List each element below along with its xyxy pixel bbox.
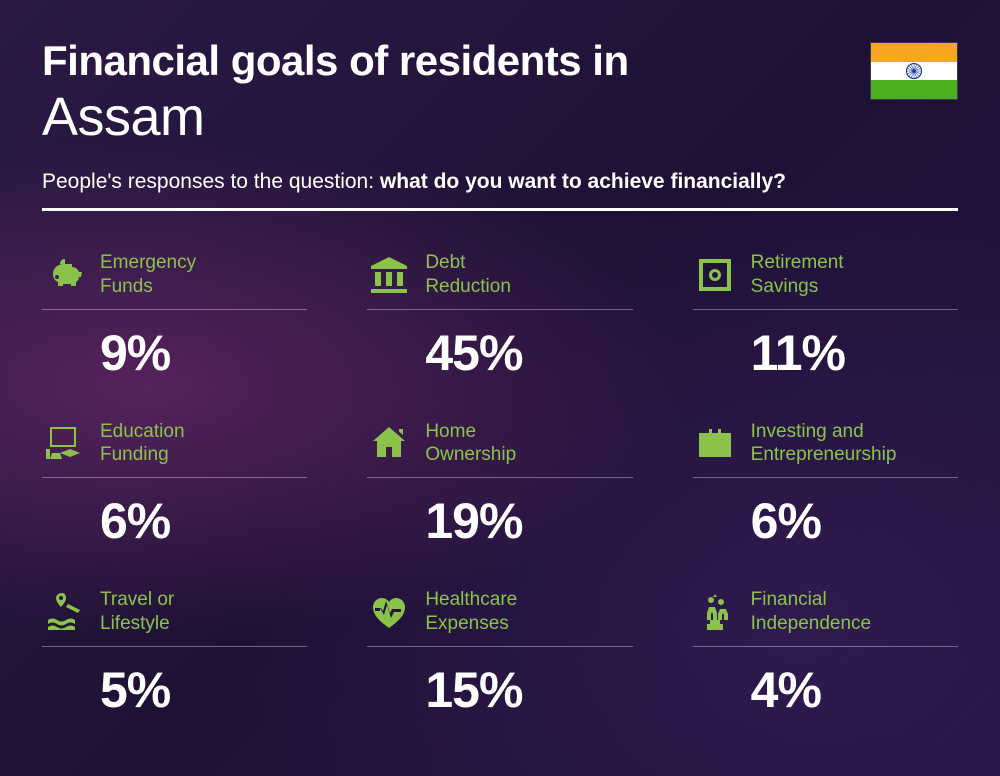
piggy-icon: [42, 253, 86, 297]
goal-label: Travel orLifestyle: [100, 588, 174, 636]
goal-value: 4%: [693, 661, 958, 719]
goal-card-head: HomeOwnership: [367, 420, 632, 479]
goal-value: 9%: [42, 324, 307, 382]
goal-card: HealthcareExpenses 15%: [367, 588, 632, 719]
goal-label-line2: Funding: [100, 443, 185, 467]
goal-label-line2: Expenses: [425, 612, 517, 636]
goal-label-line2: Lifestyle: [100, 612, 174, 636]
flag-stripe-bottom: [871, 80, 957, 99]
goal-value: 15%: [367, 661, 632, 719]
goal-card: EmergencyFunds 9%: [42, 251, 307, 382]
subtitle-lead: People's responses to the question:: [42, 170, 380, 193]
goal-card-head: Travel orLifestyle: [42, 588, 307, 647]
travel-icon: [42, 590, 86, 634]
goals-grid: EmergencyFunds 9% DebtReduction 45% Retireme…: [42, 251, 958, 719]
goal-value: 6%: [693, 492, 958, 550]
goal-card-head: HealthcareExpenses: [367, 588, 632, 647]
education-icon: [42, 421, 86, 465]
india-flag-icon: [870, 42, 958, 100]
goal-value: 11%: [693, 324, 958, 382]
safe-icon: [693, 253, 737, 297]
goal-label-line2: Funds: [100, 275, 196, 299]
goal-label: RetirementSavings: [751, 251, 844, 299]
goal-value: 6%: [42, 492, 307, 550]
chakra-icon: [905, 62, 923, 80]
goal-label-line1: Investing and: [751, 420, 897, 444]
goal-card: DebtReduction 45%: [367, 251, 632, 382]
goal-card: RetirementSavings 11%: [693, 251, 958, 382]
goal-label-line1: Healthcare: [425, 588, 517, 612]
goal-value: 45%: [367, 324, 632, 382]
goal-value: 19%: [367, 492, 632, 550]
goal-label: FinancialIndependence: [751, 588, 871, 636]
goal-label-line1: Education: [100, 420, 185, 444]
goal-label: DebtReduction: [425, 251, 511, 299]
subtitle-bold: what do you want to achieve financially?: [380, 170, 786, 193]
goal-label: Investing andEntrepreneurship: [751, 420, 897, 468]
goal-label-line1: Home: [425, 420, 516, 444]
title-location: Assam: [42, 86, 958, 148]
goal-label-line2: Ownership: [425, 443, 516, 467]
goal-card: HomeOwnership 19%: [367, 420, 632, 551]
bank-icon: [367, 253, 411, 297]
goal-card-head: Investing andEntrepreneurship: [693, 420, 958, 479]
subtitle: People's responses to the question: what…: [42, 170, 958, 194]
divider: [42, 208, 958, 211]
goal-label-line2: Reduction: [425, 275, 511, 299]
goal-label: HealthcareExpenses: [425, 588, 517, 636]
goal-card-head: EducationFunding: [42, 420, 307, 479]
header: Financial goals of residents in Assam Pe…: [42, 38, 958, 211]
goal-label-line1: Debt: [425, 251, 511, 275]
goal-label-line1: Financial: [751, 588, 871, 612]
goal-label-line1: Emergency: [100, 251, 196, 275]
goal-card: FinancialIndependence 4%: [693, 588, 958, 719]
goal-label-line2: Savings: [751, 275, 844, 299]
goal-card: Investing andEntrepreneurship 6%: [693, 420, 958, 551]
flag-stripe-top: [871, 43, 957, 62]
goal-card-head: FinancialIndependence: [693, 588, 958, 647]
briefcase-icon: [693, 421, 737, 465]
goal-label: EmergencyFunds: [100, 251, 196, 299]
goal-card: Travel orLifestyle 5%: [42, 588, 307, 719]
goal-card-head: RetirementSavings: [693, 251, 958, 310]
health-icon: [367, 590, 411, 634]
goal-label-line1: Travel or: [100, 588, 174, 612]
goal-card-head: DebtReduction: [367, 251, 632, 310]
goal-label-line2: Independence: [751, 612, 871, 636]
goal-label: EducationFunding: [100, 420, 185, 468]
independence-icon: [693, 590, 737, 634]
goal-label: HomeOwnership: [425, 420, 516, 468]
goal-label-line2: Entrepreneurship: [751, 443, 897, 467]
goal-label-line1: Retirement: [751, 251, 844, 275]
goal-card: EducationFunding 6%: [42, 420, 307, 551]
home-icon: [367, 421, 411, 465]
title-prefix: Financial goals of residents in: [42, 38, 958, 84]
goal-value: 5%: [42, 661, 307, 719]
goal-card-head: EmergencyFunds: [42, 251, 307, 310]
